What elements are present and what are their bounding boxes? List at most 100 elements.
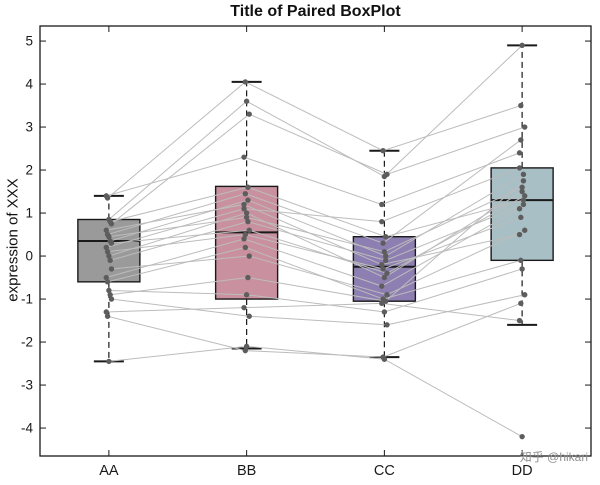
y-tick-label: -2 [21,335,33,350]
data-point [516,206,523,212]
y-tick-label: -4 [21,421,33,436]
x-tick-label: CC [374,463,395,479]
data-point [516,317,523,324]
data-point [519,188,525,195]
data-point [245,218,251,225]
data-point [246,313,252,319]
data-point [243,343,250,350]
data-point [108,266,115,272]
pair-line [107,302,522,358]
data-point [384,171,390,178]
pair-line [107,139,522,244]
data-point [518,300,524,307]
data-point [384,270,390,276]
data-point [241,154,247,160]
data-point [245,184,251,190]
data-point [382,234,389,240]
box-BB [214,185,279,300]
data-point [520,178,527,184]
data-point [522,193,528,199]
y-axis-label: expression of XXX [4,178,22,302]
data-point [108,221,115,227]
data-point [106,253,112,259]
pair-line [111,229,525,296]
x-tick-label: BB [237,463,256,479]
data-point [241,304,247,311]
data-point [519,184,525,190]
y-tick-label: 0 [25,249,33,264]
data-point [246,111,252,117]
data-point [519,433,525,440]
data-point [242,191,249,197]
pair-line [106,152,520,205]
data-point [382,257,389,264]
watermark: 知乎 @hikari [519,450,588,464]
data-point [518,137,524,143]
data-point [245,274,251,281]
y-tick-label: 2 [25,163,33,178]
x-tick-label: AA [99,463,119,479]
data-point [519,42,525,49]
chart-title: Title of Paired BoxPlot [230,3,401,20]
data-point [379,218,385,225]
data-point [379,261,385,268]
axes-box [39,25,592,457]
data-point [243,210,250,216]
pair-line [106,167,520,248]
data-point [242,347,249,354]
data-point [241,236,247,242]
data-point [516,150,523,156]
data-point [106,234,112,240]
pair-line [108,268,523,313]
data-point [107,292,113,298]
pair-line [108,345,523,438]
data-point [104,313,111,319]
data-point [382,253,389,259]
data-point [520,171,527,178]
data-point [246,227,252,233]
data-point [519,266,525,272]
pair-line [107,81,521,199]
data-point [516,165,523,171]
pair-line [111,195,525,274]
data-point [243,292,250,298]
data-point [241,206,247,212]
y-tick-label: 4 [25,77,33,92]
data-point [106,358,112,365]
data-point [518,102,524,109]
data-point [242,244,249,251]
data-point [241,201,247,208]
y-tick-label: 5 [25,34,33,49]
pair-line [110,180,524,302]
data-point [245,197,251,203]
data-point [381,274,388,281]
pair-line [110,173,524,257]
y-tick-label: -1 [21,292,33,307]
data-point [103,274,109,281]
pair-line [106,208,520,287]
data-point [522,124,528,130]
data-point [522,292,528,298]
data-point [380,266,386,272]
x-tick-label: DD [512,463,533,479]
pair-line [106,203,520,266]
data-point [104,249,111,255]
data-point [243,98,250,104]
data-point [104,279,111,285]
data-point [379,201,385,208]
data-point [516,231,523,238]
data-point [381,309,388,315]
data-point [103,227,109,233]
box-DD [490,167,554,262]
data-point [379,300,385,307]
data-point [106,287,112,294]
data-point [242,231,249,238]
pair-line [111,113,525,225]
data-point [242,79,249,85]
data-point [520,201,527,208]
pair-line [110,203,524,261]
data-point [379,283,385,289]
pair-line [111,294,525,326]
